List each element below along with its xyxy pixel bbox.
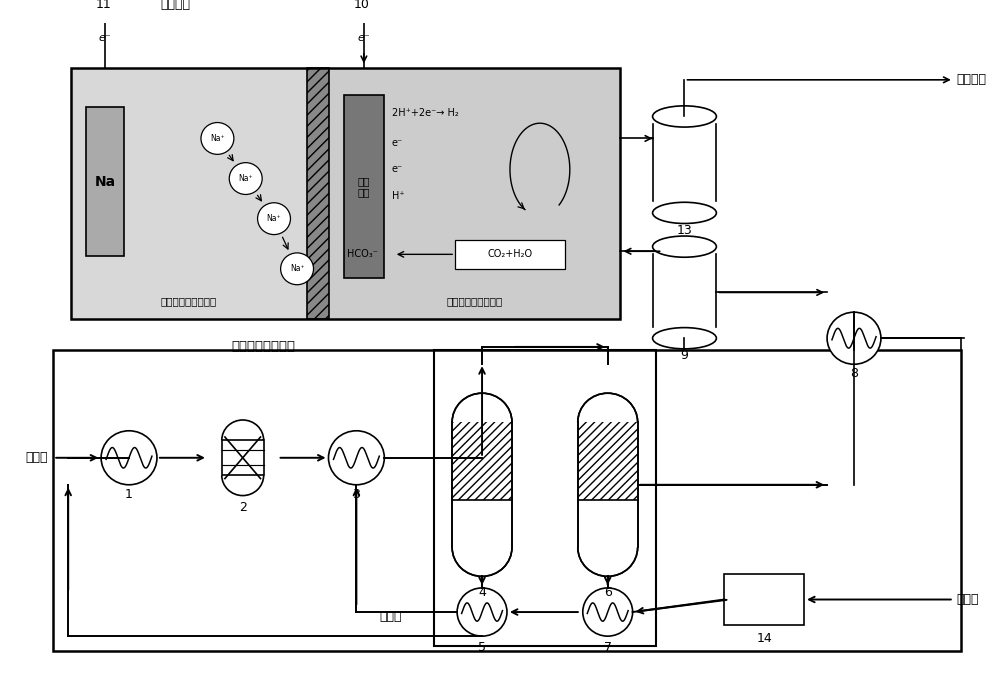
- FancyBboxPatch shape: [578, 422, 638, 547]
- Text: 非水基导电有机溶液: 非水基导电有机溶液: [161, 297, 217, 307]
- Circle shape: [583, 588, 633, 636]
- Text: 对外供电: 对外供电: [160, 0, 190, 12]
- Text: e⁻: e⁻: [392, 164, 403, 174]
- Text: 净化处理后海水或水: 净化处理后海水或水: [446, 297, 502, 307]
- Text: HCO₃⁻: HCO₃⁻: [347, 249, 378, 259]
- Text: Na: Na: [95, 175, 116, 189]
- Text: 天然气: 天然气: [26, 452, 48, 464]
- Text: e⁻: e⁻: [99, 33, 111, 43]
- Text: Na⁺: Na⁺: [290, 264, 304, 274]
- Ellipse shape: [653, 106, 716, 127]
- Text: Na⁺: Na⁺: [238, 174, 253, 183]
- FancyBboxPatch shape: [86, 107, 124, 256]
- Text: Na⁺: Na⁺: [210, 134, 225, 143]
- Ellipse shape: [653, 236, 716, 257]
- Circle shape: [258, 203, 290, 234]
- FancyBboxPatch shape: [455, 240, 565, 269]
- Text: 9: 9: [681, 350, 688, 363]
- Text: e⁻: e⁻: [392, 139, 403, 149]
- Text: 水蒸气: 水蒸气: [380, 610, 402, 623]
- Text: 脱盐水: 脱盐水: [957, 593, 979, 606]
- FancyBboxPatch shape: [71, 69, 307, 319]
- FancyBboxPatch shape: [344, 95, 384, 278]
- Text: 2H⁺+2e⁻→ H₂: 2H⁺+2e⁻→ H₂: [392, 109, 459, 118]
- Text: 3: 3: [352, 488, 360, 501]
- Text: 6: 6: [604, 586, 612, 599]
- Text: 2: 2: [239, 501, 247, 514]
- Text: CO₂+H₂O: CO₂+H₂O: [487, 249, 533, 259]
- Text: 13: 13: [677, 224, 692, 237]
- Text: 11: 11: [95, 0, 111, 12]
- Text: 5: 5: [478, 640, 486, 654]
- Text: e⁻: e⁻: [358, 33, 370, 43]
- Text: 惰性
电极: 惰性 电极: [358, 176, 370, 198]
- Text: 10: 10: [354, 0, 370, 12]
- FancyBboxPatch shape: [222, 440, 264, 475]
- FancyBboxPatch shape: [724, 574, 804, 625]
- Ellipse shape: [653, 202, 716, 223]
- Circle shape: [457, 588, 507, 636]
- Ellipse shape: [653, 327, 716, 349]
- Circle shape: [201, 122, 234, 154]
- Text: 14: 14: [756, 632, 772, 645]
- Text: 8: 8: [850, 367, 858, 380]
- Circle shape: [101, 430, 157, 485]
- Circle shape: [827, 312, 881, 364]
- Circle shape: [229, 163, 262, 194]
- Circle shape: [281, 253, 314, 285]
- Text: 二氧化碳电池系统: 二氧化碳电池系统: [231, 340, 295, 353]
- FancyBboxPatch shape: [329, 69, 620, 319]
- Text: H⁺: H⁺: [392, 191, 404, 201]
- FancyBboxPatch shape: [307, 69, 329, 319]
- Text: 4: 4: [478, 586, 486, 599]
- FancyBboxPatch shape: [452, 422, 512, 547]
- Text: Na⁺: Na⁺: [267, 214, 281, 223]
- Text: 氢气产品: 氢气产品: [957, 73, 987, 86]
- Text: 1: 1: [125, 488, 133, 501]
- Text: 7: 7: [604, 640, 612, 654]
- Circle shape: [328, 430, 384, 485]
